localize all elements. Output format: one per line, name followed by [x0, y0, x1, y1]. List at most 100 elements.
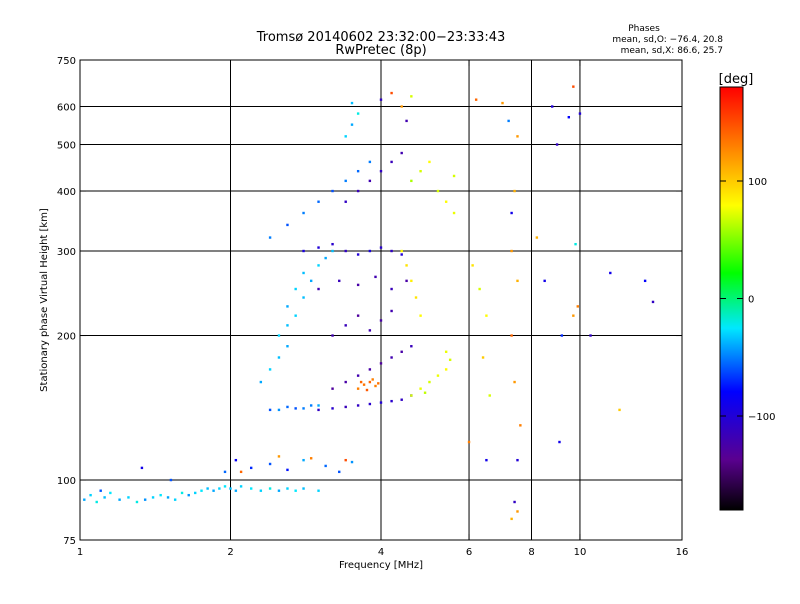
data-point — [452, 211, 456, 215]
data-point — [89, 493, 92, 497]
data-point — [173, 498, 177, 501]
data-point — [324, 256, 327, 260]
data-point — [194, 491, 197, 495]
data-point — [362, 383, 366, 386]
data-point — [317, 489, 320, 492]
data-point — [277, 455, 281, 458]
colorbar-label: [deg] — [719, 72, 754, 87]
data-point — [643, 279, 647, 283]
data-point — [200, 489, 203, 492]
y-tick-label: 200 — [57, 332, 76, 343]
data-point — [574, 242, 577, 246]
data-point — [414, 296, 418, 299]
data-point — [109, 491, 112, 495]
data-point — [187, 493, 190, 497]
data-point — [410, 179, 413, 183]
data-point — [324, 464, 327, 468]
data-point — [400, 151, 403, 155]
data-point — [400, 398, 403, 401]
data-point — [277, 408, 281, 412]
data-point — [374, 384, 377, 388]
data-point — [516, 279, 519, 283]
data-point — [410, 279, 413, 283]
data-point — [286, 468, 289, 472]
data-point — [481, 356, 485, 359]
data-point — [410, 394, 413, 397]
chart-title: Tromsø 20140602 23:32:00−23:33:43 — [256, 30, 506, 45]
data-point — [356, 189, 360, 193]
data-point — [379, 169, 383, 173]
data-point — [302, 458, 305, 462]
data-point — [558, 440, 561, 444]
data-point — [268, 368, 272, 371]
data-point — [309, 279, 313, 283]
data-point — [609, 271, 612, 275]
data-point — [294, 314, 297, 317]
data-points — [83, 85, 655, 521]
data-point — [83, 498, 86, 501]
data-point — [302, 249, 305, 253]
data-point — [277, 356, 281, 359]
data-point — [368, 368, 372, 371]
data-point — [467, 440, 471, 444]
data-point — [356, 387, 360, 390]
data-point — [507, 119, 510, 123]
data-point — [277, 334, 281, 337]
data-point — [140, 466, 144, 470]
data-point — [151, 496, 155, 499]
y-tick-label: 750 — [57, 56, 76, 67]
data-point — [405, 264, 408, 267]
data-point — [371, 378, 374, 381]
data-point — [331, 189, 334, 193]
data-point — [488, 394, 491, 397]
data-point — [286, 324, 289, 327]
data-point — [513, 189, 516, 193]
data-point — [302, 211, 305, 215]
data-point — [377, 382, 380, 385]
data-point — [400, 105, 403, 108]
data-point — [485, 458, 488, 462]
data-point — [436, 374, 440, 377]
data-point — [516, 135, 519, 138]
data-point — [338, 279, 341, 283]
data-point — [444, 200, 448, 203]
data-point — [419, 387, 422, 390]
data-point — [510, 334, 513, 337]
data-point — [501, 101, 504, 105]
data-point — [410, 95, 413, 98]
data-point — [212, 489, 215, 492]
y-tick-label: 75 — [63, 536, 76, 547]
stats-heading: Phases — [628, 24, 660, 34]
data-point — [169, 478, 173, 482]
x-axis-label: Frequency [MHz] — [339, 560, 423, 571]
axis-ticks: 1 2 4 6 8 10 16 75 100 200 300 400 500 600 750 — [57, 56, 688, 558]
data-point — [309, 404, 313, 407]
x-tick-label: 16 — [676, 547, 689, 558]
data-point — [379, 98, 383, 101]
data-point — [474, 98, 478, 101]
data-point — [344, 380, 347, 384]
data-point — [356, 112, 360, 115]
x-tick-label: 1 — [77, 547, 83, 558]
data-point — [428, 160, 431, 164]
y-tick-label: 300 — [57, 247, 76, 258]
y-tick-label: 100 — [57, 476, 76, 487]
colorbar-ticks: 100 0 −100 — [720, 177, 775, 423]
data-point — [368, 329, 372, 332]
data-point — [317, 264, 320, 267]
data-point — [143, 498, 147, 501]
data-point — [444, 368, 448, 371]
data-point — [317, 287, 320, 291]
data-point — [400, 253, 403, 256]
data-point — [379, 319, 383, 322]
data-point — [344, 200, 347, 203]
data-point — [400, 350, 403, 353]
data-point — [410, 345, 413, 348]
data-point — [259, 380, 263, 384]
data-point — [567, 116, 571, 119]
data-point — [317, 404, 320, 407]
data-point — [651, 300, 655, 304]
data-point — [356, 374, 360, 377]
data-point — [374, 275, 377, 279]
data-point — [405, 119, 408, 123]
